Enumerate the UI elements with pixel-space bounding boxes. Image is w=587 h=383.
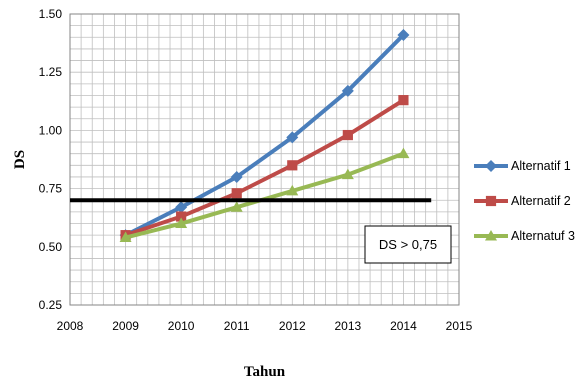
y-tick-label: 0.25 [39, 298, 63, 312]
data-point [341, 84, 354, 97]
plot-area-border [69, 13, 460, 306]
legend-item: Alternatif 1 [474, 159, 571, 173]
data-point [176, 211, 187, 222]
x-tick-label: 2012 [279, 319, 306, 333]
x-tick-label: 2015 [446, 319, 473, 333]
data-point [287, 160, 298, 171]
series-line [125, 151, 405, 240]
data-point [119, 231, 132, 242]
legend: Alternatif 1 Alternatif 2 Alternatuf 3 [474, 159, 575, 243]
x-tick-label: 2011 [224, 319, 250, 333]
data-point [286, 184, 299, 196]
y-tick-label: 0.50 [39, 240, 63, 254]
data-point [342, 129, 353, 141]
x-tick-label: 2008 [57, 319, 84, 333]
series-line [124, 98, 405, 238]
y-axis-ticks: 0.25 0.50 0.75 1.00 1.25 1.50 [39, 7, 63, 312]
data-point [398, 95, 409, 106]
data-point [397, 147, 410, 159]
legend-label: Alternatif 1 [511, 159, 571, 173]
data-point [231, 188, 242, 199]
x-tick-label: 2013 [335, 319, 362, 333]
y-tick-label: 1.50 [39, 7, 63, 21]
legend-label: Alternatuf 3 [511, 229, 575, 243]
y-axis-label: DS [12, 150, 28, 169]
data-point [397, 28, 410, 41]
y-tick-label: 0.75 [39, 182, 63, 196]
data-point [485, 195, 497, 207]
x-axis-ticks: 2008 2009 2010 2011 2012 2013 2014 2015 [57, 319, 473, 333]
legend-item: Alternatif 2 [474, 194, 571, 208]
annotation-box: DS > 0,75 [364, 225, 452, 264]
legend-label: Alternatif 2 [511, 194, 571, 208]
data-point [485, 160, 497, 172]
legend-item: Alternatuf 3 [474, 229, 575, 243]
y-tick-label: 1.00 [39, 123, 63, 137]
series-line [124, 33, 405, 237]
data-point [286, 131, 299, 144]
x-tick-label: 2014 [390, 319, 417, 333]
x-axis-label: Tahun [244, 364, 286, 380]
x-tick-label: 2009 [112, 319, 139, 333]
annotation-text: DS > 0,75 [379, 237, 437, 252]
data-point [175, 217, 188, 229]
data-point [175, 201, 188, 214]
data-point [230, 201, 243, 212]
chart-grid [69, 13, 460, 306]
data-point [341, 168, 354, 180]
data-point [485, 230, 497, 241]
data-point [230, 170, 243, 183]
x-tick-label: 2010 [168, 319, 195, 333]
y-tick-label: 1.25 [39, 65, 63, 79]
